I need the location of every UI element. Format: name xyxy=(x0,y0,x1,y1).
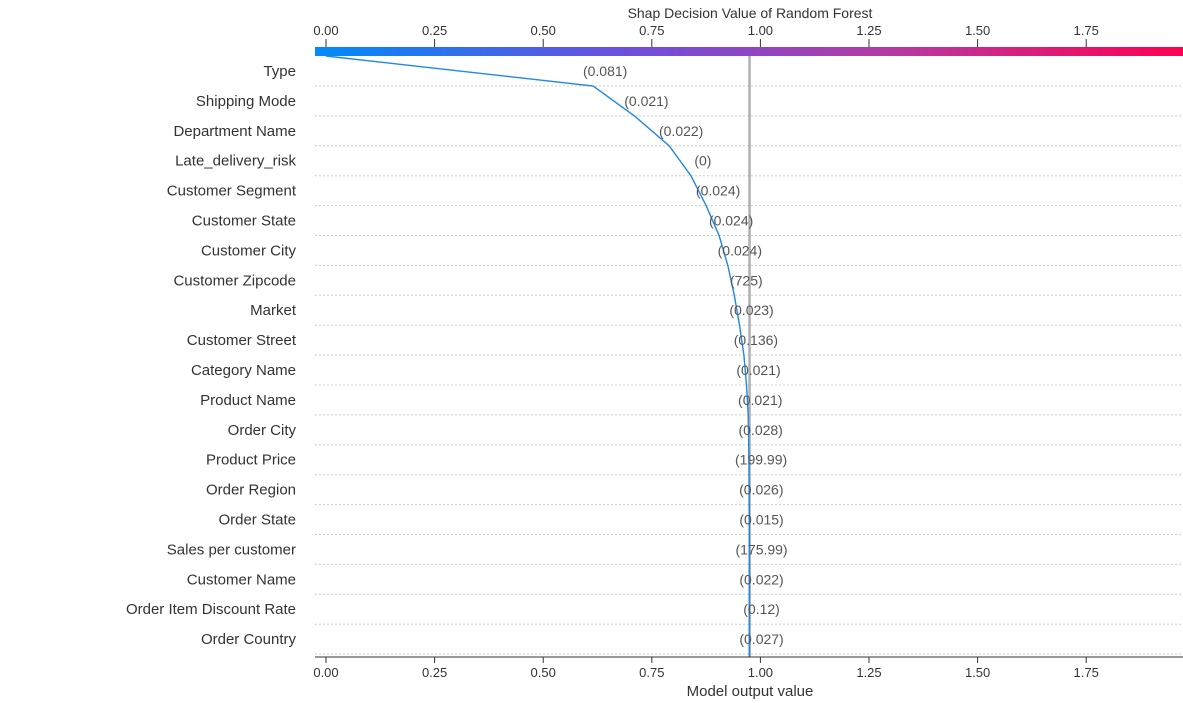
feature-value-label: (0.021) xyxy=(738,392,782,408)
feature-label: Department Name xyxy=(173,123,296,140)
feature-label: Order Region xyxy=(206,482,296,499)
feature-label: Product Name xyxy=(200,392,296,409)
feature-value-label: (0.022) xyxy=(659,123,703,139)
top-tick-label: 0.00 xyxy=(313,23,338,38)
feature-label: Product Price xyxy=(206,452,296,469)
chart-title: Shap Decision Value of Random Forest xyxy=(628,5,873,21)
top-tick-label: 0.75 xyxy=(639,23,664,38)
feature-label: Order City xyxy=(228,422,297,439)
feature-label: Customer State xyxy=(192,213,296,230)
feature-value-label: (0.027) xyxy=(739,631,783,647)
feature-label: Customer Zipcode xyxy=(173,272,296,289)
top-tick-label: 1.75 xyxy=(1074,23,1099,38)
feature-label: Type xyxy=(263,63,296,80)
top-tick-label: 0.50 xyxy=(531,23,556,38)
feature-label: Order State xyxy=(218,512,296,529)
feature-label: Market xyxy=(250,302,297,319)
feature-label: Sales per customer xyxy=(167,541,296,558)
feature-value-labels: (0.081) (0.021) (0.022) (0) (0.024) (0.024) (0… xyxy=(583,63,788,647)
bottom-tick-label: 0.75 xyxy=(639,665,664,680)
x-axis-title: Model output value xyxy=(687,683,814,700)
feature-value-label: (175.99) xyxy=(735,541,787,557)
feature-value-label: (0.12) xyxy=(743,601,780,617)
bottom-tick-label: 1.25 xyxy=(856,665,881,680)
top-tick-label: 1.00 xyxy=(748,23,773,38)
feature-value-label: (0.028) xyxy=(738,422,782,438)
bottom-tick-label: 1.75 xyxy=(1074,665,1099,680)
feature-label: Category Name xyxy=(191,362,296,379)
feature-labels: Type Shipping Mode Department Name Late_del… xyxy=(126,63,297,648)
feature-label: Order Item Discount Rate xyxy=(126,601,296,618)
bottom-tick-label: 1.50 xyxy=(965,665,990,680)
bottom-tick-label: 0.25 xyxy=(422,665,447,680)
feature-label: Customer Street xyxy=(187,332,297,349)
feature-label: Order Country xyxy=(201,631,297,648)
decision-line xyxy=(325,55,751,657)
top-axis: 0.00 0.25 0.50 0.75 1.00 1.25 1.50 1.75 xyxy=(313,23,1099,47)
feature-label: Customer City xyxy=(201,242,297,259)
bottom-tick-label: 0.00 xyxy=(313,665,338,680)
feature-value-label: (0.022) xyxy=(739,571,783,587)
feature-label: Shipping Mode xyxy=(196,93,296,110)
feature-value-label: (0.021) xyxy=(624,93,668,109)
top-tick-label: 1.25 xyxy=(856,23,881,38)
feature-value-label: (0) xyxy=(694,153,711,169)
feature-value-label: (0.024) xyxy=(696,183,740,199)
feature-label: Customer Segment xyxy=(167,183,297,200)
feature-value-label: (0.021) xyxy=(736,362,780,378)
bottom-tick-label: 0.50 xyxy=(531,665,556,680)
feature-value-label: (0.024) xyxy=(718,242,762,258)
bottom-axis: 0.00 0.25 0.50 0.75 1.00 1.25 1.50 1.75 xyxy=(313,657,1099,680)
feature-value-label: (0.023) xyxy=(729,302,773,318)
feature-value-label: (0.024) xyxy=(709,213,753,229)
feature-value-label: (0.026) xyxy=(739,482,783,498)
feature-value-label: (0.081) xyxy=(583,63,627,79)
color-gradient-bar xyxy=(315,47,1183,56)
feature-value-label: (0.015) xyxy=(739,512,783,528)
feature-value-label: (725) xyxy=(730,272,763,288)
feature-label: Customer Name xyxy=(187,571,296,588)
top-tick-label: 0.25 xyxy=(422,23,447,38)
top-tick-label: 1.50 xyxy=(965,23,990,38)
feature-label: Late_delivery_risk xyxy=(175,153,296,170)
feature-value-label: (0.136) xyxy=(734,332,778,348)
bottom-tick-label: 1.00 xyxy=(748,665,773,680)
feature-value-label: (199.99) xyxy=(735,452,787,468)
